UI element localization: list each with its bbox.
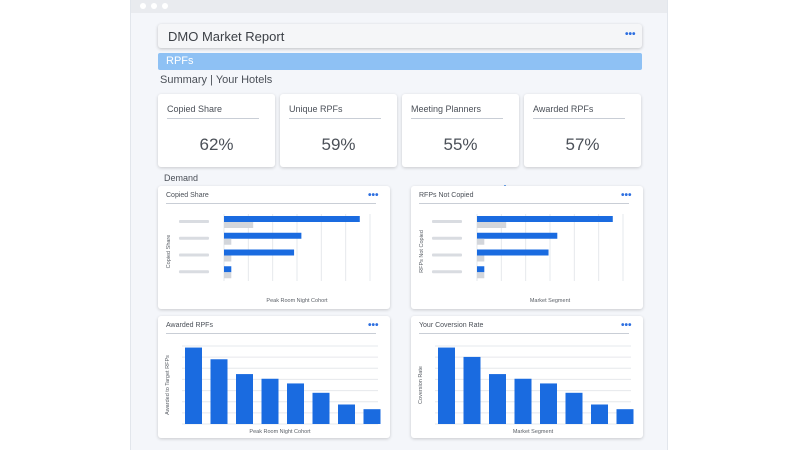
- kpi-label: Copied Share: [167, 104, 223, 114]
- kpi-card-unique-rpfs: Unique RPFs 59%: [280, 94, 397, 167]
- kpi-card-awarded-rpfs: Awarded RPFs 57%: [524, 94, 641, 167]
- chart-panel-conversion-rate: Your Coversion Rate ••• Market Segment Co…: [411, 316, 643, 438]
- x-axis-label: Peak Room Night Cohort: [266, 298, 328, 304]
- bar: [224, 255, 232, 262]
- bar: [236, 374, 253, 424]
- bar: [477, 272, 485, 279]
- chart-title: Awarded RPFs: [166, 322, 213, 329]
- y-axis-label: Coversion Rate: [418, 366, 424, 404]
- more-horizontal-icon[interactable]: •••: [625, 29, 636, 40]
- report-header: DMO Market Report •••: [158, 24, 642, 48]
- divider: [533, 118, 625, 119]
- chart-title: Your Coversion Rate: [419, 322, 484, 329]
- tick-label-placeholder: [432, 236, 462, 240]
- more-horizontal-icon[interactable]: •••: [621, 190, 632, 201]
- y-axis-label: Awarded to Target RFPs: [165, 355, 171, 415]
- bar: [489, 374, 506, 424]
- bar: [224, 272, 232, 279]
- divider: [419, 203, 629, 204]
- x-axis-label: Peak Room Night Cohort: [249, 429, 311, 435]
- x-axis-label: Market Segment: [513, 429, 554, 435]
- divider: [167, 118, 259, 119]
- chart-svg: Peak Room Night Cohort Awarded to Target …: [165, 345, 381, 435]
- kpi-card-meeting-planners: Meeting Planners 55%: [402, 94, 519, 167]
- bar: [287, 383, 304, 424]
- window-dot[interactable]: [140, 3, 146, 9]
- bar: [338, 404, 355, 424]
- bar: [312, 392, 330, 424]
- bar: [477, 266, 485, 273]
- bar: [210, 359, 228, 424]
- more-horizontal-icon[interactable]: •••: [368, 320, 379, 331]
- bar: [224, 266, 232, 273]
- tick-label-placeholder: [179, 220, 209, 223]
- section-label-demand: Demand: [164, 173, 199, 183]
- y-axis-label: RFPs Not Copied: [419, 230, 425, 273]
- kpi-value: 59%: [321, 135, 356, 154]
- bar: [438, 347, 455, 424]
- chart-title: Copied Share: [166, 192, 209, 199]
- bar: [616, 409, 634, 424]
- x-axis-label: Market Segment: [530, 298, 571, 304]
- divider: [411, 118, 503, 119]
- bar: [540, 383, 557, 424]
- chart-svg: Market Segment Coversion Rate: [418, 345, 634, 435]
- bar: [224, 238, 232, 245]
- bar: [477, 249, 549, 256]
- kpi-card-copied-share: Copied Share 62%: [158, 94, 275, 167]
- bar: [261, 378, 279, 424]
- divider: [289, 118, 381, 119]
- bar: [224, 222, 254, 228]
- kpi-value: 55%: [443, 135, 478, 154]
- chart-panel-rfps-not-copied: RFPs Not Copied ••• Market Segment RFPs N…: [411, 186, 643, 309]
- bar: [185, 347, 202, 424]
- bar: [363, 409, 381, 424]
- chart-panel-awarded-rpfs: Awarded RPFs ••• Peak Room Night Cohort A…: [158, 316, 390, 438]
- chart-svg: Peak Room Night Cohort Copied Share: [166, 214, 371, 304]
- kpi-label: Awarded RPFs: [533, 104, 594, 114]
- bar: [477, 238, 485, 245]
- bar: [224, 249, 295, 256]
- bar: [477, 216, 613, 222]
- page-title: DMO Market Report: [168, 29, 285, 44]
- divider: [419, 333, 629, 334]
- tab-rpfs[interactable]: RPFs: [166, 55, 194, 67]
- bar: [463, 356, 481, 424]
- bar: [224, 232, 302, 239]
- tick-label-placeholder: [432, 270, 462, 274]
- kpi-value: 57%: [565, 135, 600, 154]
- tick-label-placeholder: [432, 220, 462, 223]
- tick-label-placeholder: [432, 253, 462, 257]
- window-dot[interactable]: [162, 3, 168, 9]
- more-horizontal-icon[interactable]: •••: [368, 190, 379, 201]
- window-dot[interactable]: [151, 3, 157, 9]
- chart-title: RFPs Not Copied: [419, 192, 474, 199]
- bar: [565, 392, 583, 424]
- chart-svg: Market Segment RFPs Not Copied: [419, 214, 624, 304]
- divider: [166, 203, 376, 204]
- bar: [477, 222, 507, 228]
- bar: [514, 378, 532, 424]
- tab-bar: RPFs: [158, 53, 642, 70]
- tick-label-placeholder: [179, 270, 209, 274]
- bar: [224, 216, 360, 222]
- kpi-label: Unique RPFs: [289, 104, 343, 114]
- kpi-label: Meeting Planners: [411, 104, 482, 114]
- more-horizontal-icon[interactable]: •••: [621, 320, 632, 331]
- app-window: DMO Market Report ••• RPFs Summary | You…: [130, 0, 668, 450]
- window-titlebar: [131, 0, 667, 13]
- kpi-value: 62%: [199, 135, 234, 154]
- bar: [591, 404, 608, 424]
- tick-label-placeholder: [179, 236, 209, 240]
- y-axis-label: Copied Share: [166, 235, 172, 269]
- tick-label-placeholder: [179, 253, 209, 257]
- chart-panel-copied-share: Copied Share ••• Peak Room Night Cohort C…: [158, 186, 390, 309]
- bar: [477, 232, 558, 239]
- bar: [477, 255, 485, 262]
- summary-title: Summary | Your Hotels: [160, 74, 273, 86]
- divider: [166, 333, 376, 334]
